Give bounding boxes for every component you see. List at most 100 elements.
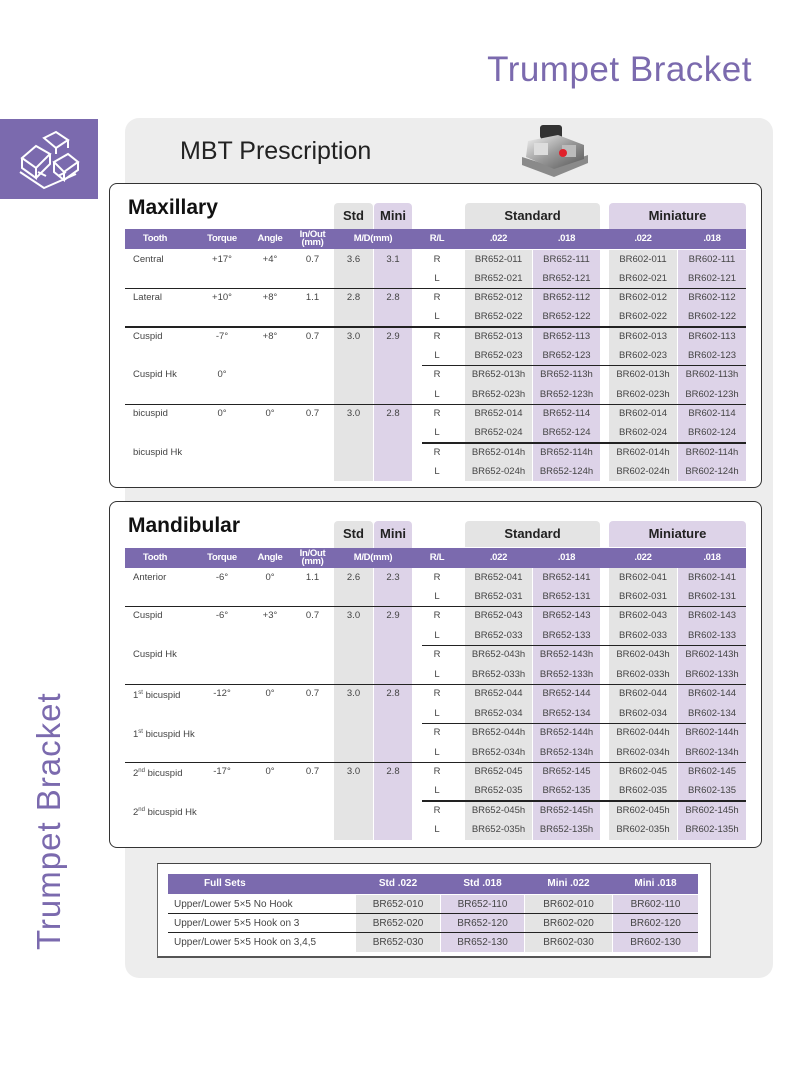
header-code-size: .022	[634, 551, 652, 563]
side-rl: L	[434, 746, 440, 758]
product-code: BR602-034	[618, 707, 668, 719]
section-divider	[125, 683, 746, 685]
header-torque: Torque	[207, 551, 237, 563]
full-set-code: BR602-010	[543, 898, 594, 910]
angle-value: +8°	[262, 330, 278, 342]
side-rl: R	[433, 253, 441, 265]
side-rl: L	[434, 785, 440, 797]
inout-value: 0.7	[305, 688, 320, 700]
product-code: BR652-043h	[471, 649, 526, 661]
product-code: BR602-041	[618, 571, 668, 583]
mandibular-table: Mandibular Std Mini Standard Miniature Tooth…	[109, 501, 762, 848]
mini-value: 2.9	[386, 330, 400, 342]
full-set-code: BR652-110	[457, 898, 508, 910]
full-set-code: BR652-010	[372, 898, 424, 910]
product-code: BR652-043	[474, 610, 523, 622]
product-code: BR602-011	[619, 253, 667, 265]
mini-column-band	[374, 520, 412, 840]
std-value: 3.0	[346, 610, 361, 622]
mini-value: 2.8	[386, 688, 400, 700]
full-sets-band	[356, 894, 440, 952]
product-code: BR602-023h	[616, 388, 670, 400]
product-code: BR602-123	[687, 350, 737, 362]
full-set-code: BR602-120	[630, 917, 681, 929]
angle-value: 0°	[265, 408, 275, 420]
header-angle: Angle	[257, 551, 283, 563]
product-code: BR602-124h	[685, 466, 739, 478]
product-code: BR602-114h	[685, 446, 739, 458]
product-code: BR652-033h	[471, 668, 526, 680]
tooth-name: 1st bicuspid Hk	[133, 723, 195, 744]
section-divider	[125, 605, 746, 608]
header-rl: R/L	[429, 551, 445, 563]
product-code: BR652-045h	[471, 804, 526, 816]
angle-value: +8°	[262, 292, 278, 304]
tooth-name: Lateral	[133, 288, 162, 307]
maxillary-title: Maxillary	[128, 196, 218, 219]
product-code: BR652-143	[542, 610, 591, 622]
torque-value: -6°	[215, 571, 229, 583]
product-code: BR602-131	[687, 590, 737, 602]
torque-value: +17°	[212, 253, 232, 265]
page-title: Trumpet Bracket	[487, 50, 752, 89]
tooth-ordinal-suffix: nd	[138, 768, 145, 774]
mini-value: 2.9	[386, 610, 400, 622]
std-value: 3.0	[346, 330, 361, 342]
product-code: BR652-024h	[471, 466, 526, 478]
product-code: BR602-012	[618, 292, 668, 304]
table-header-bar	[125, 547, 746, 568]
product-code: BR602-111	[688, 253, 736, 265]
product-code: BR652-044	[474, 688, 523, 700]
product-code: BR652-145h	[539, 804, 594, 816]
angle-value: 0°	[265, 571, 275, 583]
header-tooth: Tooth	[142, 551, 168, 563]
product-code: BR602-123h	[685, 388, 739, 400]
tooth-label: bicuspid	[133, 408, 168, 420]
std-value: 3.0	[346, 766, 361, 777]
full-sets-header: Mini .018	[634, 877, 677, 889]
product-code: BR602-023	[618, 350, 668, 362]
tooth-name: Cuspid	[133, 606, 163, 625]
code-column-band	[678, 567, 746, 840]
side-rl: L	[434, 350, 440, 362]
product-code: BR652-124h	[539, 466, 594, 478]
angle-value: 0°	[265, 688, 275, 700]
tooth-ordinal-suffix: nd	[138, 806, 145, 813]
full-sets-header: Std .018	[463, 877, 502, 889]
side-rl: R	[433, 766, 441, 777]
product-code: BR652-035	[474, 785, 523, 797]
torque-value: -7°	[215, 330, 229, 342]
side-rl: L	[434, 388, 440, 400]
product-code: BR602-113	[688, 330, 736, 342]
tooth-label: bicuspid Hk	[145, 729, 195, 741]
full-set-code: BR652-130	[457, 936, 508, 948]
product-code: BR652-114	[542, 408, 591, 420]
std-tab: Std	[343, 525, 364, 541]
tooth-name: bicuspid	[133, 404, 168, 423]
header-code-size: .018	[703, 551, 721, 563]
product-code: BR652-123	[542, 350, 591, 362]
product-code: BR602-145	[687, 766, 737, 777]
product-code: BR602-122	[687, 311, 737, 323]
product-code: BR602-043	[618, 610, 668, 622]
miniature-group-header: Miniature	[609, 520, 746, 547]
header-code-size: .022	[634, 232, 652, 244]
full-sets-row-divider	[168, 932, 698, 933]
product-code: BR602-141	[687, 571, 737, 583]
tooth-label: Lateral	[133, 292, 163, 304]
header-md: M/D(mm)	[353, 551, 393, 563]
std-value: 3.0	[346, 408, 361, 420]
angle-value: +3°	[262, 610, 278, 622]
inout-value: 0.7	[305, 766, 320, 777]
tooth-label: Cuspid	[133, 330, 163, 342]
mini-value: 3.1	[386, 253, 400, 265]
product-code: BR652-013	[474, 330, 523, 342]
product-code: BR652-113	[542, 330, 591, 342]
product-code: BR602-024h	[616, 466, 670, 478]
product-code: BR602-014h	[616, 446, 670, 458]
product-code: BR652-135	[542, 785, 591, 797]
side-rl: R	[433, 571, 441, 583]
side-rl: L	[434, 590, 440, 602]
full-sets-row-divider	[168, 913, 698, 914]
tooth-name: Anterior	[133, 568, 166, 587]
